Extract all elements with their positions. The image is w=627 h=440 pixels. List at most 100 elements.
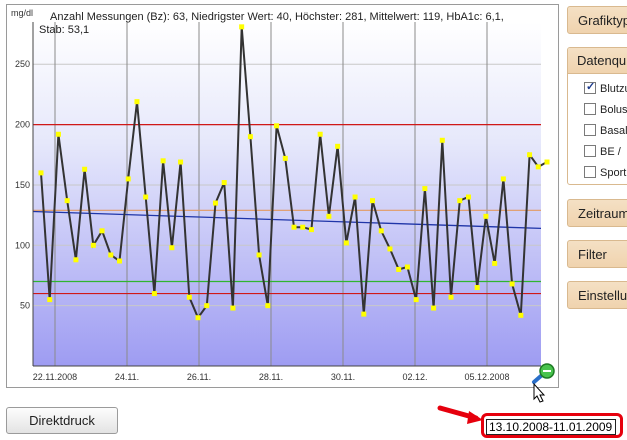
data-point bbox=[431, 305, 437, 311]
data-point bbox=[483, 213, 489, 219]
data-point bbox=[544, 159, 550, 165]
data-point bbox=[99, 228, 105, 234]
settings-label: Einstellu bbox=[578, 288, 627, 303]
data-point bbox=[143, 194, 149, 200]
data-point bbox=[404, 264, 410, 270]
plot-background bbox=[33, 22, 541, 366]
period-button[interactable]: Zeitraum bbox=[567, 199, 627, 227]
direct-print-label: Direktdruck bbox=[29, 413, 95, 428]
data-point bbox=[38, 170, 44, 176]
data-point bbox=[413, 297, 419, 303]
datasource-item-sport[interactable]: Sport bbox=[584, 166, 626, 179]
data-point bbox=[518, 312, 524, 318]
chart-title-continued: Stab: 53,1 bbox=[39, 24, 89, 36]
data-point bbox=[527, 152, 533, 158]
chart-panel: 50 100 150 200 250 22.11.2008 24.11. 26.11. 28.1… bbox=[6, 4, 559, 388]
chart-title: Anzahl Messungen (Bz): 63, Niedrigster W… bbox=[50, 11, 504, 23]
y-tick-label: 150 bbox=[15, 180, 30, 190]
checkbox[interactable] bbox=[584, 145, 596, 157]
data-point bbox=[125, 176, 131, 182]
checkbox[interactable] bbox=[584, 103, 596, 115]
data-point bbox=[465, 194, 471, 200]
data-point bbox=[509, 281, 515, 287]
red-arrow-icon bbox=[437, 405, 483, 424]
data-point bbox=[422, 186, 428, 192]
data-point bbox=[247, 134, 253, 140]
data-point bbox=[160, 158, 166, 164]
x-tick-label: 28.11. bbox=[259, 372, 283, 382]
data-point bbox=[291, 224, 297, 230]
date-range-highlight[interactable]: 13.10.2008-11.01.2009 bbox=[481, 413, 623, 438]
checkbox[interactable] bbox=[584, 80, 596, 94]
data-point bbox=[352, 194, 358, 200]
data-point bbox=[195, 315, 201, 321]
data-point bbox=[274, 123, 280, 129]
y-axis-label: mg/dl bbox=[11, 8, 33, 18]
data-point bbox=[492, 260, 498, 266]
data-point bbox=[535, 164, 541, 170]
data-point bbox=[178, 159, 184, 165]
period-label: Zeitraum bbox=[578, 206, 627, 221]
datasource-item-blood-sugar[interactable]: Blutzu bbox=[584, 80, 627, 95]
data-point bbox=[300, 224, 306, 230]
data-point bbox=[186, 294, 192, 300]
filter-label: Filter bbox=[578, 247, 607, 262]
x-tick-label: 30.11. bbox=[331, 372, 355, 382]
blood-glucose-chart: 50 100 150 200 250 22.11.2008 24.11. 26.11. 28.1… bbox=[11, 8, 550, 382]
data-point bbox=[326, 213, 332, 219]
data-point bbox=[396, 266, 402, 272]
zoom-magnifier-icon[interactable] bbox=[527, 362, 561, 408]
data-point bbox=[64, 198, 70, 204]
x-tick-label: 05.12.2008 bbox=[464, 372, 509, 382]
datasource-panel: Datenqu Blutzu Bolus Basal BE / Sport bbox=[567, 47, 627, 185]
data-point bbox=[457, 198, 463, 204]
checkbox[interactable] bbox=[584, 124, 596, 136]
data-point bbox=[73, 257, 79, 263]
chart-type-label: Grafiktyp bbox=[578, 13, 627, 28]
datasource-label: Datenqu bbox=[577, 53, 627, 68]
data-point bbox=[335, 143, 341, 149]
data-point bbox=[221, 180, 227, 186]
data-point bbox=[134, 99, 140, 105]
settings-button[interactable]: Einstellu bbox=[567, 281, 627, 309]
datasource-item-bolus[interactable]: Bolus bbox=[584, 103, 627, 116]
data-point bbox=[55, 131, 61, 137]
direct-print-button[interactable]: Direktdruck bbox=[6, 407, 118, 434]
data-point bbox=[308, 227, 314, 233]
x-tick-label: 22.11.2008 bbox=[33, 372, 77, 382]
filter-button[interactable]: Filter bbox=[567, 240, 627, 268]
data-point bbox=[204, 303, 210, 309]
datasource-item-basal[interactable]: Basal bbox=[584, 124, 627, 137]
data-point bbox=[370, 198, 376, 204]
data-point bbox=[90, 242, 96, 248]
data-point bbox=[151, 291, 157, 297]
data-point bbox=[108, 252, 114, 258]
x-tick-label: 02.12. bbox=[402, 372, 427, 382]
datasource-header[interactable]: Datenqu bbox=[568, 48, 627, 74]
data-point bbox=[169, 245, 175, 251]
date-range-field[interactable]: 13.10.2008-11.01.2009 bbox=[486, 419, 616, 435]
data-point bbox=[82, 166, 88, 172]
datasource-item-be[interactable]: BE / bbox=[584, 145, 621, 158]
data-point bbox=[239, 24, 245, 30]
data-point bbox=[474, 285, 480, 291]
chart-type-button[interactable]: Grafiktyp bbox=[567, 6, 627, 34]
data-point bbox=[343, 240, 349, 246]
data-point bbox=[448, 294, 454, 300]
data-point bbox=[256, 252, 262, 258]
data-point bbox=[212, 200, 218, 206]
data-point bbox=[500, 176, 506, 182]
data-point bbox=[230, 305, 236, 311]
data-point bbox=[439, 137, 445, 143]
x-tick-label: 24.11. bbox=[115, 372, 139, 382]
y-tick-label: 100 bbox=[15, 240, 30, 250]
checkbox[interactable] bbox=[584, 166, 596, 178]
trend-line bbox=[32, 210, 542, 230]
data-point bbox=[378, 228, 384, 234]
data-point bbox=[361, 311, 367, 317]
y-tick-label: 50 bbox=[20, 301, 30, 311]
data-point bbox=[282, 155, 288, 161]
y-tick-label: 200 bbox=[15, 120, 30, 130]
data-point bbox=[387, 246, 393, 252]
y-tick-label: 250 bbox=[15, 59, 30, 69]
